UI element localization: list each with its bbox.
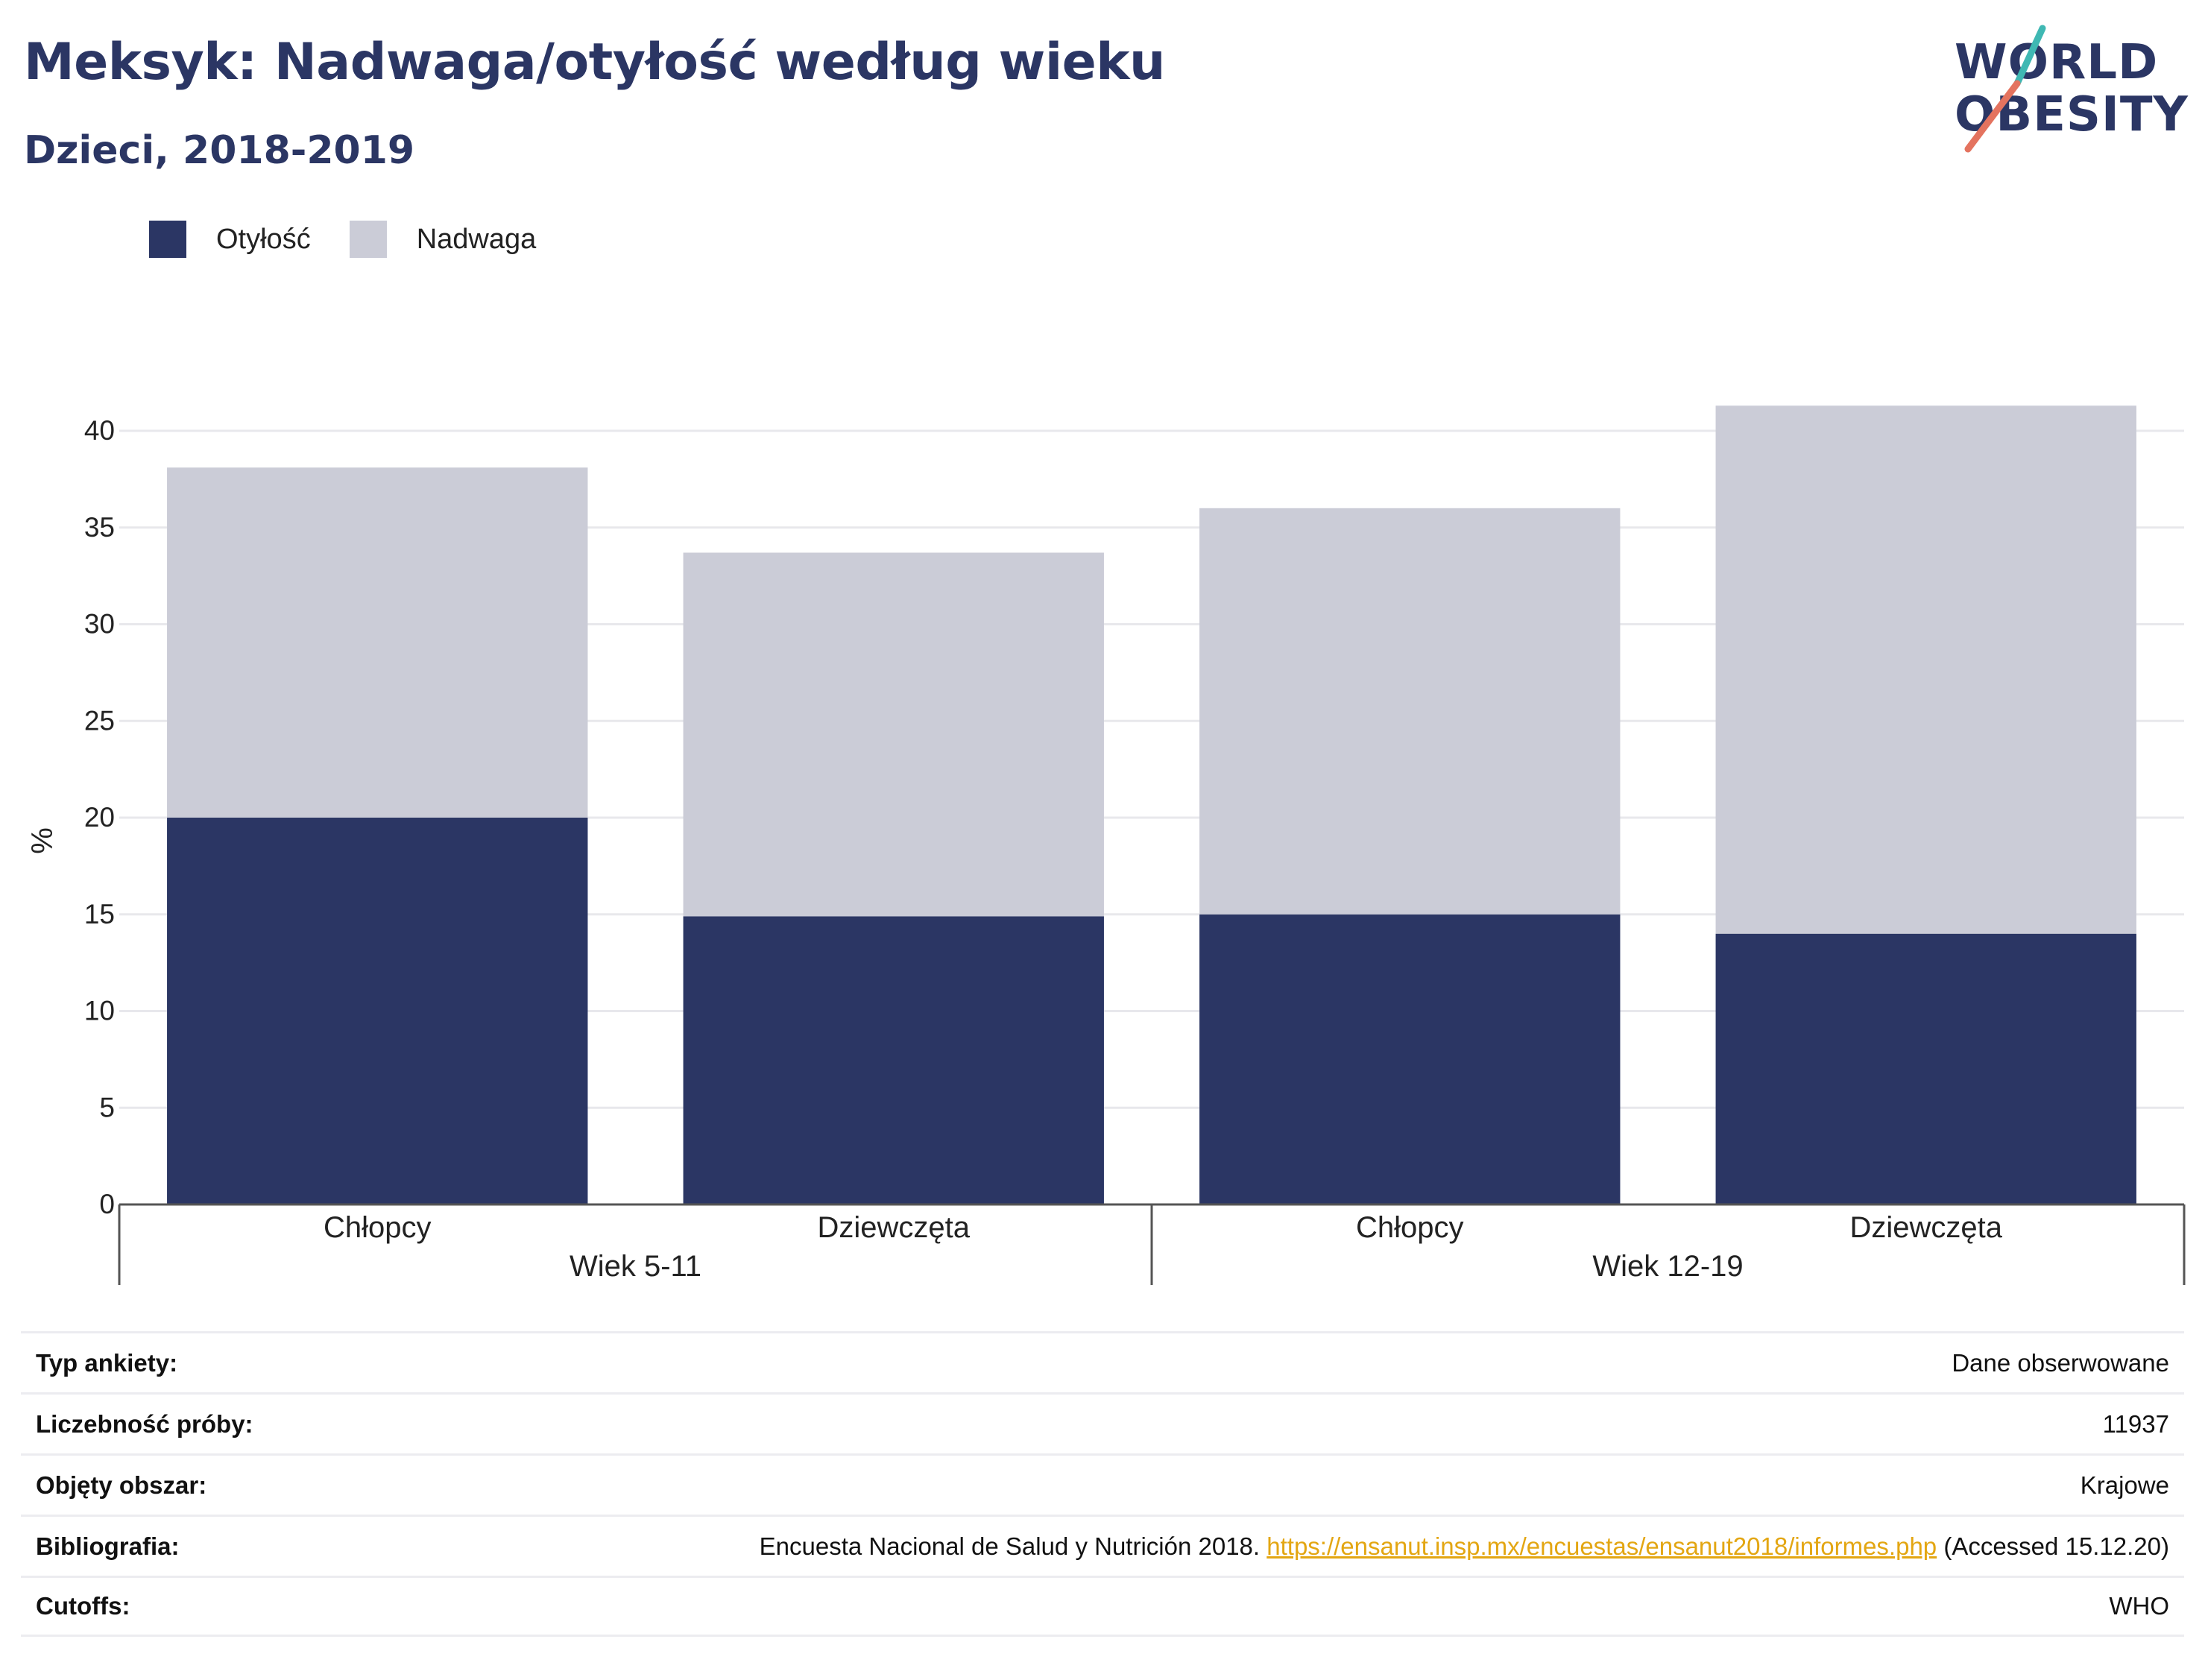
x-tick-label: Chłopcy xyxy=(324,1211,432,1244)
y-tick-label: 25 xyxy=(84,705,115,736)
bar-nadwaga xyxy=(167,467,588,818)
stacked-bar-chart: 0 5 10 15 20 25 30 35 40% Chłopcy Dziewczęta Chłopc… xyxy=(26,405,2186,1285)
y-tick-label: 0 xyxy=(99,1189,115,1219)
y-tick-label: 10 xyxy=(84,996,115,1026)
bibliography-link[interactable]: https://ensanut.insp.mx/encuestas/ensanu… xyxy=(1266,1532,1937,1560)
bar-nadwaga xyxy=(683,552,1104,917)
bar-nadwaga xyxy=(1715,405,2136,934)
info-label: Bibliografia: xyxy=(36,1532,180,1560)
legend-item-nadwaga: Nadwaga xyxy=(349,221,537,258)
legend-swatch-nadwaga xyxy=(349,221,387,258)
logo-slash-icon xyxy=(1964,25,2046,153)
bar-otylosc xyxy=(167,818,588,1204)
legend-label-otylosc: Otyłość xyxy=(216,223,311,255)
x-group-label: Wiek 12-19 xyxy=(1592,1250,1743,1283)
info-row-survey-type: Typ ankiety: Dane obserwowane xyxy=(21,1331,2184,1392)
world-obesity-logo: WORLD OBESITY xyxy=(1946,22,2192,157)
info-row-bibliography: Bibliografia: Encuesta Nacional de Salud… xyxy=(21,1515,2184,1576)
legend-item-otylosc: Otyłość xyxy=(149,221,311,258)
page-title: Meksyk: Nadwaga/otyłość według wieku xyxy=(24,33,1165,92)
page-subtitle: Dzieci, 2018-2019 xyxy=(24,128,415,173)
info-label: Cutoffs: xyxy=(36,1592,130,1620)
chart-legend: Otyłość Nadwaga xyxy=(149,221,575,258)
legend-swatch-otylosc xyxy=(149,221,186,258)
info-label: Objęty obszar: xyxy=(36,1471,207,1499)
bar-otylosc xyxy=(1199,914,1621,1204)
bibliography-text: Encuesta Nacional de Salud y Nutrición 2… xyxy=(759,1532,1267,1560)
logo-word-world: WORLD xyxy=(1955,35,2159,90)
info-label: Liczebność próby: xyxy=(36,1409,253,1438)
x-tick-label: Chłopcy xyxy=(1356,1211,1464,1244)
info-row-sample-size: Liczebność próby: 11937 xyxy=(21,1392,2184,1453)
info-value: Dane obserwowane xyxy=(1952,1348,2169,1377)
x-tick-label: Dziewczęta xyxy=(817,1211,970,1244)
bar-otylosc xyxy=(683,916,1104,1204)
info-value: Encuesta Nacional de Salud y Nutrición 2… xyxy=(760,1532,2169,1561)
info-table: Typ ankiety: Dane obserwowane Liczebność… xyxy=(21,1331,2184,1637)
y-axis-label: % xyxy=(26,827,59,854)
legend-label-nadwaga: Nadwaga xyxy=(416,223,537,255)
x-group-label: Wiek 5-11 xyxy=(570,1250,701,1283)
bibliography-accessed: (Accessed 15.12.20) xyxy=(1937,1532,2169,1560)
y-tick-label: 35 xyxy=(84,512,115,543)
y-tick-label: 40 xyxy=(84,415,115,446)
info-value: 11937 xyxy=(2102,1409,2169,1438)
bar-otylosc xyxy=(1715,933,2136,1204)
y-tick-label: 5 xyxy=(99,1092,115,1122)
info-value: WHO xyxy=(2109,1592,2169,1620)
x-tick-label: Dziewczęta xyxy=(1849,1211,2002,1244)
y-tick-label: 30 xyxy=(84,609,115,640)
info-row-cutoffs: Cutoffs: WHO xyxy=(21,1576,2184,1637)
y-tick-label: 15 xyxy=(84,899,115,929)
info-label: Typ ankiety: xyxy=(36,1348,178,1377)
y-tick-label: 20 xyxy=(84,802,115,833)
info-row-area: Objęty obszar: Krajowe xyxy=(21,1453,2184,1515)
info-value: Krajowe xyxy=(2080,1471,2169,1499)
bar-nadwaga xyxy=(1199,508,1621,915)
